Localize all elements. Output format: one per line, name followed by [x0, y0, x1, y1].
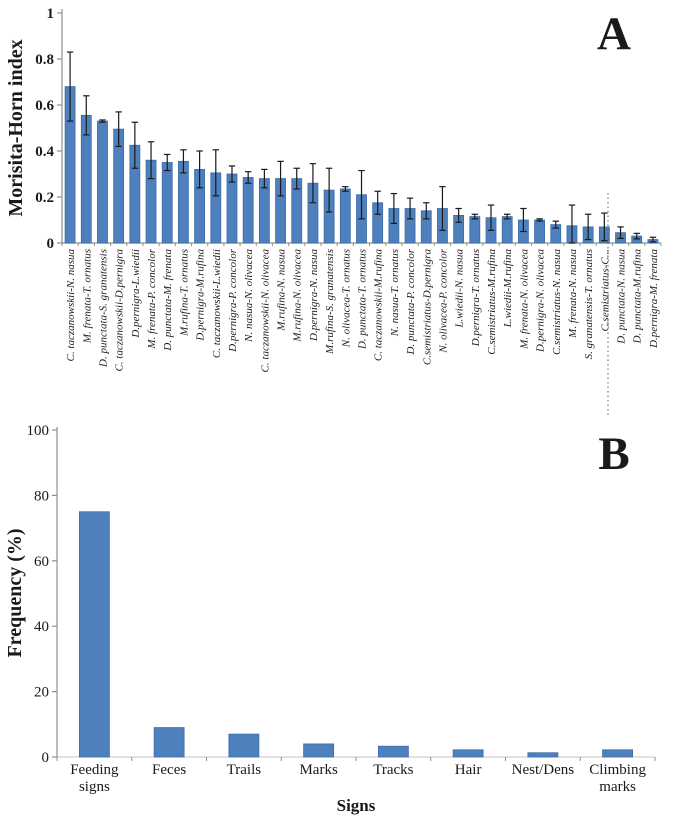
category-label: Feeding signs	[70, 762, 119, 795]
category-label: Nest/Dens	[512, 762, 575, 778]
category-label: Feces	[152, 762, 186, 778]
y-tick-label: 0.6	[35, 98, 54, 114]
category-label: N. nasua-T. ornatus	[389, 249, 401, 337]
category-label: Tracks	[373, 762, 413, 778]
bar	[339, 188, 351, 244]
category-label: M. frenata-P. concolor	[146, 248, 158, 349]
category-label: C. taczanowskii-N. olivacea	[259, 249, 271, 373]
category-label: C. taczanowskii-L.wiedii	[211, 249, 223, 358]
bar	[452, 749, 484, 758]
y-tick-label: 0.8	[35, 52, 54, 68]
y-tick-label: 40	[34, 619, 49, 635]
category-label: Climbing marks	[589, 762, 646, 795]
category-label: D.pernigra-M. frenata	[648, 249, 660, 349]
y-tick-label: 100	[27, 423, 50, 439]
bar	[602, 749, 634, 758]
category-label: D.pernigra-N. nasua	[308, 249, 320, 342]
bar	[501, 216, 513, 244]
y-tick-label: 0	[42, 750, 50, 766]
bar	[377, 745, 409, 758]
category-label: M.rufina-S. granatensis	[324, 249, 336, 355]
category-label: L.wiedii-M.rufina	[502, 249, 514, 329]
bar	[161, 162, 173, 244]
y-tick-label: 1	[47, 6, 55, 22]
y-tick-label: 20	[34, 685, 49, 701]
category-label: M.rufina-N. olivacea	[292, 249, 304, 343]
bar	[97, 120, 108, 244]
y-tick-label: 0.2	[35, 190, 54, 206]
category-label: D. punctata-T. ornatus	[357, 249, 369, 350]
category-label: D. punctata-M. frenata	[162, 249, 174, 352]
bar	[153, 727, 185, 758]
category-label: D. punctata-P. concolor	[405, 248, 417, 355]
category-label: C. taczanowskii-N. nasua	[65, 249, 77, 362]
category-label: M. frenata-T. ornatus	[81, 249, 93, 344]
category-label: D.pernigra-M.rufina	[195, 249, 207, 342]
category-label: C.semistriatus-C...	[599, 249, 611, 332]
category-label: C.semistriatus-N. nasua	[551, 249, 563, 356]
bar	[226, 173, 238, 244]
bar	[78, 511, 110, 758]
category-label: N. nasua-N. olivacea	[243, 249, 255, 343]
panel-b-y-axis-title: Frequency (%)	[4, 528, 26, 658]
y-tick-label: 0.4	[35, 144, 54, 160]
y-tick-label: 60	[34, 554, 49, 570]
bar	[228, 733, 260, 758]
category-label: C. taczanowskii-D.pernigra	[114, 249, 126, 372]
panel-b-x-axis-title: Signs	[336, 796, 376, 815]
panel-a-chart: 0 0.2 0.4 0.6 0.8 1 C. taczanowskii-N. nasua M.…	[35, 6, 662, 417]
bar	[527, 752, 559, 758]
category-label: L.wiedii-N. nasua	[454, 249, 466, 329]
category-label: M.rufina-N. nasua	[276, 249, 288, 332]
category-label: N. olivacea-P. concolor	[437, 248, 449, 353]
category-label: S. granatensis-T. ornatus	[583, 249, 595, 359]
category-label: D. punctata-M.rufina	[632, 249, 644, 345]
category-label: D. punctata-N. nasua	[616, 249, 628, 345]
category-label: D.pernigra-N. olivacea	[535, 249, 547, 353]
bar	[242, 177, 254, 244]
category-label: C. taczanowskii-M.rufina	[373, 249, 385, 362]
category-label: Trails	[227, 762, 262, 778]
category-label: C.semistriatus-D.pernigra	[421, 249, 433, 366]
bar	[178, 160, 189, 244]
category-label: M.rufina-T. ornatus	[178, 249, 190, 337]
y-tick-label: 0	[47, 236, 55, 252]
category-label: Hair	[455, 762, 482, 778]
bar	[469, 216, 481, 244]
bar	[534, 219, 545, 244]
panel-b-label: B	[598, 428, 630, 480]
category-label: N. olivacea-T. ornatus	[340, 249, 352, 348]
category-label: Marks	[299, 762, 337, 778]
category-label: M. frenata-N. olivacea	[518, 249, 530, 350]
panel-b-chart: 0 20 40 60 80 100 Feeding signs Feces Trails Marks…	[27, 423, 656, 795]
category-label: D.pernigra-P. concolor	[227, 248, 239, 352]
panel-a-label: A	[597, 8, 631, 60]
y-tick-label: 80	[34, 488, 49, 504]
bar	[303, 743, 335, 758]
category-label: C.semistriatus-M.rufina	[486, 249, 498, 355]
category-label: D.pernigra-T. ornatus	[470, 249, 482, 347]
category-label: D.pernigra-L.wiedii	[130, 249, 142, 339]
category-label: D. punctata-S. granatensis	[97, 249, 109, 368]
panel-a-y-axis-title: Morisita-Horn index	[5, 39, 27, 217]
category-label: M. frenata-N. nasua	[567, 249, 579, 339]
